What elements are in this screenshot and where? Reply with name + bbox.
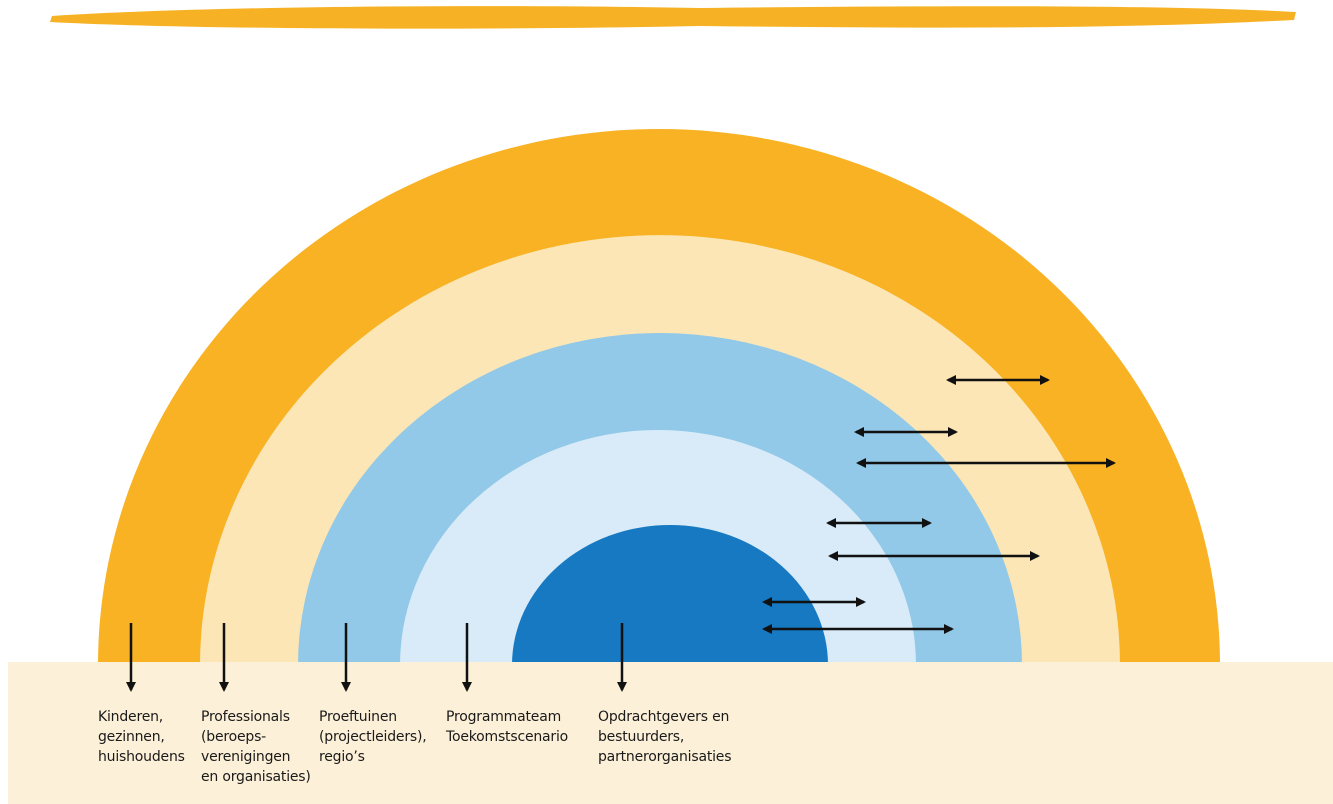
down-arrows bbox=[126, 623, 627, 692]
label-proeftuinen: Proeftuinen (projectleiders), regio’s bbox=[319, 709, 427, 765]
double-arrows bbox=[762, 375, 1116, 634]
label-programmateam: Programmateam Toekomstscenario bbox=[446, 709, 569, 745]
band-core-blue bbox=[512, 525, 828, 665]
label-professionals: Professionals (beroeps- verenigingen en … bbox=[201, 709, 311, 785]
label-kinderen: Kinderen, gezinnen, huishoudens bbox=[98, 709, 185, 765]
label-opdrachtgevers: Opdrachtgevers en bestuurders, partneror… bbox=[598, 709, 732, 765]
top-brush-stroke bbox=[50, 6, 1296, 29]
